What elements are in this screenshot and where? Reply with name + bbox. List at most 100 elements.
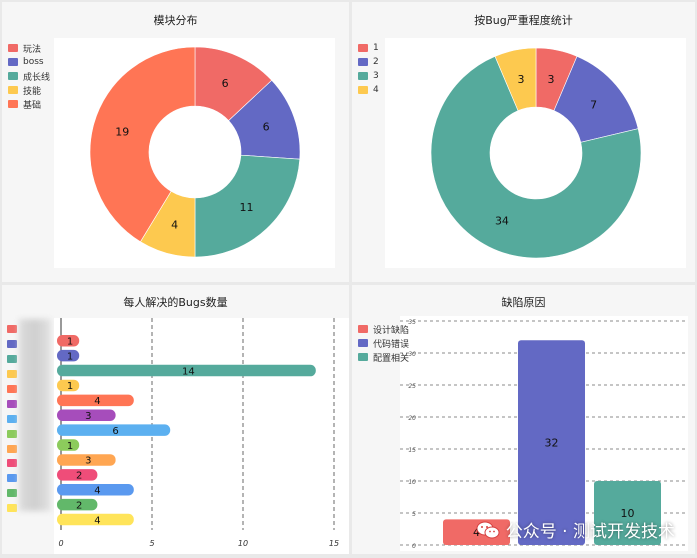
legend-swatch bbox=[7, 355, 17, 364]
legend-swatch bbox=[7, 504, 17, 513]
legend-item: 1 bbox=[358, 41, 379, 55]
legend-item bbox=[7, 352, 22, 367]
legend-swatch bbox=[8, 86, 18, 94]
module-distribution-panel: 模块分布 玩法 boss 成长线 技能 基础 6 6 11 4 19 bbox=[2, 2, 349, 282]
legend-swatch bbox=[7, 385, 17, 393]
bar-label: 1 bbox=[67, 381, 73, 392]
legend-item: 3 bbox=[358, 69, 379, 83]
legend-label: 3 bbox=[373, 71, 379, 81]
legend-item: 代码错误 bbox=[358, 336, 409, 350]
pie-slice bbox=[89, 46, 196, 243]
legend-item: 技能 bbox=[8, 83, 50, 97]
legend-label: 技能 bbox=[23, 86, 42, 97]
watermark: 公众号 · 测试开发技术 bbox=[476, 517, 675, 542]
slice-label: 4 bbox=[171, 219, 178, 232]
slice-label: 3 bbox=[548, 73, 555, 86]
bar-label: 4 bbox=[94, 486, 100, 497]
bar-label: 1 bbox=[67, 441, 73, 452]
bar bbox=[57, 335, 80, 347]
legend-swatch bbox=[7, 489, 17, 498]
bar bbox=[57, 364, 316, 377]
legend-item bbox=[7, 382, 22, 397]
bar bbox=[57, 484, 134, 496]
bar-label: 3 bbox=[85, 456, 91, 467]
vertical-bar-chart: 0 5 10 15 20 25 30 35 4 32 10 bbox=[400, 319, 688, 550]
pie-slice bbox=[430, 55, 642, 259]
y-tick-label: 0 bbox=[412, 543, 416, 550]
bar bbox=[57, 498, 98, 511]
slice-label: 3 bbox=[517, 73, 524, 86]
legend-item bbox=[7, 367, 22, 382]
legend: 玩法 boss 成长线 技能 基础 bbox=[8, 41, 50, 111]
legend-label: 2 bbox=[373, 57, 379, 67]
y-tick-label: 5 bbox=[412, 511, 416, 518]
bar-label: 4 bbox=[473, 526, 480, 539]
slice-label: 6 bbox=[222, 77, 229, 90]
x-tick-label: 5 bbox=[149, 539, 154, 548]
x-tick-label: 0 bbox=[58, 539, 63, 548]
bar bbox=[57, 409, 116, 421]
legend-swatch bbox=[8, 100, 18, 108]
bar-label: 1 bbox=[67, 351, 73, 362]
bar bbox=[57, 394, 134, 407]
legend-swatch bbox=[7, 444, 17, 453]
bar-label: 3 bbox=[85, 411, 91, 422]
legend-label: 4 bbox=[373, 85, 379, 95]
pie-slice bbox=[494, 47, 537, 112]
legend-label: 配置相关 bbox=[373, 353, 410, 364]
legend-swatch bbox=[358, 44, 368, 52]
bar bbox=[57, 439, 80, 451]
legend-item bbox=[7, 441, 22, 456]
legend-item bbox=[7, 486, 22, 501]
legend-swatch bbox=[358, 325, 368, 333]
legend-item: 玩法 bbox=[8, 41, 50, 55]
bar-label: 2 bbox=[76, 471, 82, 482]
redacted-names bbox=[19, 319, 51, 511]
plot-area: 0 5 10 15 1 1 14 1 4 3 6 1 3 2 4 2 4 bbox=[54, 318, 349, 554]
plot-area: 3 7 34 3 bbox=[385, 38, 686, 268]
donut-chart: 3 7 34 3 bbox=[430, 47, 642, 259]
legend-item: 基础 bbox=[8, 97, 50, 111]
bar bbox=[57, 379, 80, 392]
legend-item bbox=[7, 322, 22, 337]
legend-swatch bbox=[8, 72, 18, 80]
legend-swatch bbox=[7, 325, 17, 334]
pie-slice bbox=[194, 154, 301, 258]
chart-title: 按Bug严重程度统计 bbox=[474, 14, 573, 27]
y-tick-label: 15 bbox=[408, 447, 416, 454]
legend-item bbox=[7, 396, 22, 411]
legend-item bbox=[7, 426, 22, 441]
donut-chart: 6 6 11 4 19 bbox=[89, 46, 301, 258]
legend-label: 代码错误 bbox=[373, 339, 410, 350]
plot-area: 0 5 10 15 20 25 30 35 4 32 10 bbox=[400, 316, 688, 551]
slice-label: 19 bbox=[115, 126, 129, 139]
defect-cause-panel: 缺陷原因 0 5 10 15 20 25 30 35 4 32 10 设计缺陷 代码错误 配置相关 bbox=[352, 285, 695, 554]
legend-swatch bbox=[358, 353, 368, 361]
plot-area: 6 6 11 4 19 bbox=[54, 38, 335, 268]
legend-item bbox=[7, 337, 22, 352]
bar-label: 10 bbox=[621, 507, 635, 520]
y-tick-label: 30 bbox=[408, 351, 416, 358]
legend-swatch bbox=[358, 86, 368, 94]
legend-label: 设计缺陷 bbox=[373, 325, 410, 336]
x-tick-label: 10 bbox=[238, 539, 248, 548]
legend-swatch bbox=[7, 414, 17, 423]
legend-swatch bbox=[358, 72, 368, 80]
legend: 设计缺陷代码错误配置相关 bbox=[358, 322, 409, 364]
y-tick-label: 20 bbox=[408, 415, 416, 422]
legend-label: boss bbox=[23, 57, 44, 67]
legend bbox=[7, 322, 22, 516]
chart-title: 缺陷原因 bbox=[501, 296, 546, 309]
bugs-per-person-panel: 每人解决的Bugs数量 0 5 10 15 1 1 14 1 4 3 6 1 3 2 4 2 4 bbox=[2, 285, 349, 554]
legend-swatch bbox=[7, 340, 17, 349]
legend-swatch bbox=[8, 44, 18, 52]
legend-swatch bbox=[7, 370, 17, 379]
bar bbox=[443, 519, 510, 545]
legend-label: 玩法 bbox=[23, 44, 42, 55]
slice-label: 6 bbox=[263, 121, 270, 134]
legend-swatch bbox=[7, 399, 17, 408]
bar bbox=[57, 469, 98, 481]
bar bbox=[57, 513, 134, 526]
chart-title: 模块分布 bbox=[153, 14, 198, 27]
watermark-text: 公众号 · 测试开发技术 bbox=[505, 522, 675, 542]
